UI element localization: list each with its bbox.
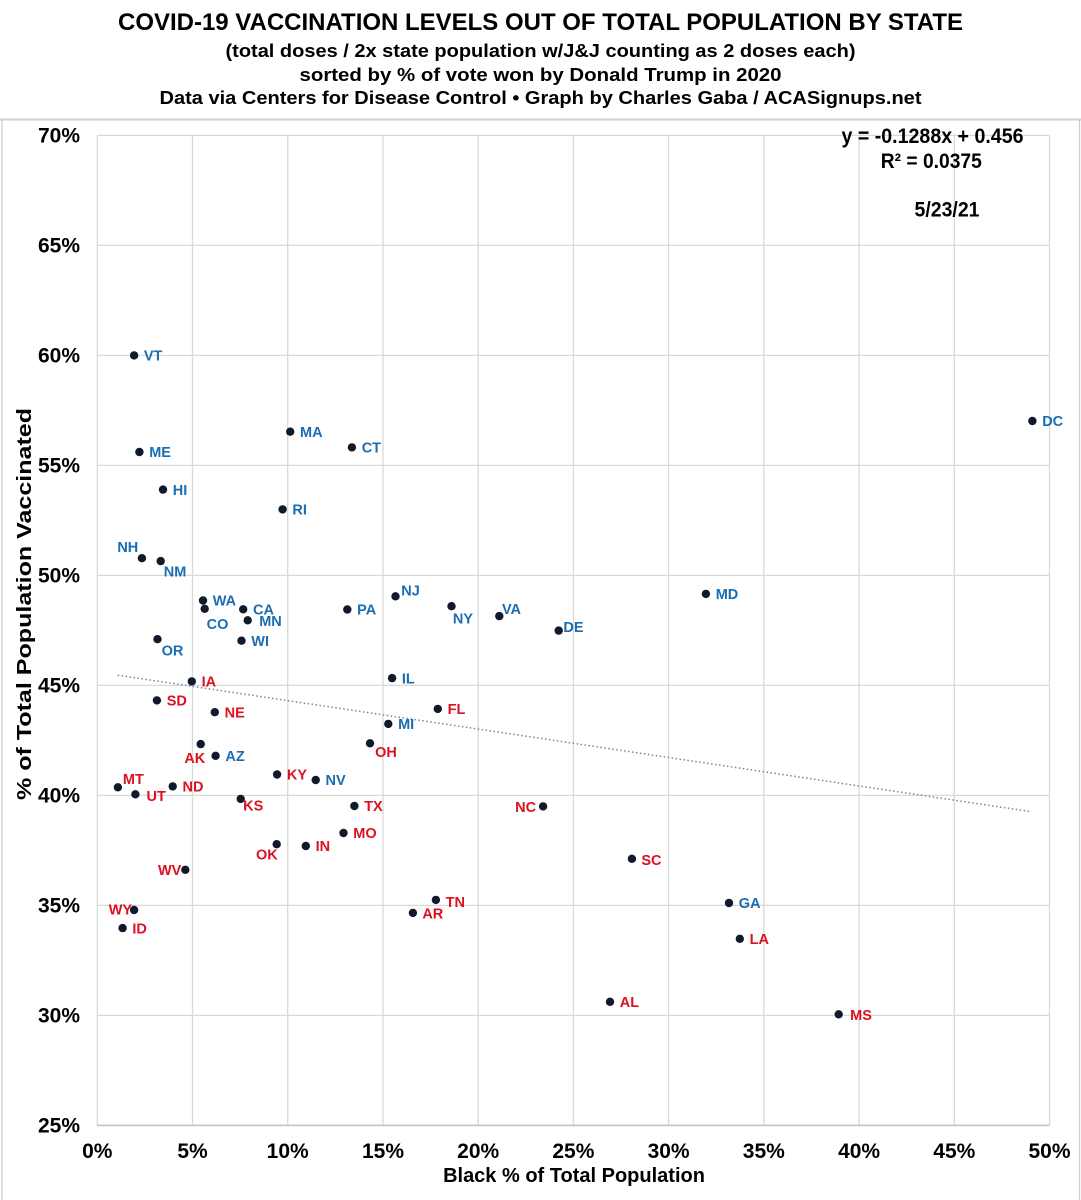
svg-text:NC: NC bbox=[515, 800, 536, 816]
svg-text:30%: 30% bbox=[648, 1140, 690, 1163]
svg-text:OH: OH bbox=[375, 745, 397, 761]
svg-text:NJ: NJ bbox=[401, 584, 420, 600]
svg-text:MT: MT bbox=[123, 772, 144, 788]
svg-text:MA: MA bbox=[300, 425, 323, 441]
svg-text:15%: 15% bbox=[362, 1140, 404, 1163]
svg-text:40%: 40% bbox=[38, 785, 80, 808]
svg-text:NV: NV bbox=[326, 773, 346, 789]
svg-text:KY: KY bbox=[287, 768, 307, 784]
svg-text:% of Total Population Vaccinat: % of Total Population Vaccinated bbox=[14, 408, 36, 800]
svg-text:Black % of Total Population: Black % of Total Population bbox=[443, 1165, 705, 1187]
svg-text:TX: TX bbox=[364, 799, 383, 815]
svg-text:ME: ME bbox=[149, 445, 171, 461]
svg-text:KS: KS bbox=[243, 798, 263, 814]
svg-text:40%: 40% bbox=[838, 1140, 880, 1163]
svg-text:AL: AL bbox=[620, 995, 639, 1011]
svg-text:IN: IN bbox=[316, 839, 331, 855]
svg-text:GA: GA bbox=[739, 896, 761, 912]
svg-text:25%: 25% bbox=[38, 1115, 80, 1138]
svg-text:DC: DC bbox=[1042, 414, 1063, 430]
svg-text:70%: 70% bbox=[38, 125, 80, 148]
svg-text:y = -0.1288x + 0.456: y = -0.1288x + 0.456 bbox=[842, 125, 1024, 148]
svg-text:50%: 50% bbox=[1028, 1140, 1070, 1163]
svg-text:PA: PA bbox=[357, 603, 377, 619]
svg-text:25%: 25% bbox=[552, 1140, 594, 1163]
svg-text:NM: NM bbox=[164, 565, 187, 581]
svg-text:45%: 45% bbox=[38, 675, 80, 698]
svg-text:MN: MN bbox=[259, 614, 282, 630]
svg-text:(total doses / 2x state popula: (total doses / 2x state population w/J&J… bbox=[226, 40, 856, 61]
svg-text:MS: MS bbox=[850, 1008, 872, 1024]
svg-text:AR: AR bbox=[422, 907, 443, 923]
svg-text:AK: AK bbox=[184, 751, 205, 767]
svg-text:MO: MO bbox=[353, 826, 376, 842]
svg-text:SC: SC bbox=[641, 853, 662, 869]
svg-text:30%: 30% bbox=[38, 1005, 80, 1028]
svg-text:10%: 10% bbox=[267, 1140, 309, 1163]
svg-text:VT: VT bbox=[144, 349, 163, 365]
svg-text:5%: 5% bbox=[177, 1140, 208, 1163]
svg-text:TN: TN bbox=[446, 895, 465, 911]
svg-text:OR: OR bbox=[162, 643, 184, 659]
svg-text:50%: 50% bbox=[38, 565, 80, 588]
svg-text:WA: WA bbox=[213, 594, 237, 610]
svg-text:IL: IL bbox=[402, 671, 415, 687]
svg-text:20%: 20% bbox=[457, 1140, 499, 1163]
svg-text:MI: MI bbox=[398, 717, 414, 733]
svg-text:55%: 55% bbox=[38, 455, 80, 478]
svg-text:35%: 35% bbox=[743, 1140, 785, 1163]
svg-text:IA: IA bbox=[202, 675, 217, 691]
svg-text:sorted by % of vote won by Don: sorted by % of vote won by Donald Trump … bbox=[300, 64, 782, 85]
svg-text:NY: NY bbox=[453, 612, 473, 628]
svg-text:CA: CA bbox=[253, 603, 274, 619]
svg-text:MD: MD bbox=[716, 587, 739, 603]
svg-text:COVID-19 VACCINATION LEVELS OU: COVID-19 VACCINATION LEVELS OUT OF TOTAL… bbox=[118, 9, 963, 36]
svg-text:65%: 65% bbox=[38, 235, 80, 258]
svg-text:RI: RI bbox=[292, 503, 307, 519]
svg-text:VA: VA bbox=[502, 602, 522, 618]
svg-text:AZ: AZ bbox=[225, 749, 244, 765]
svg-text:CO: CO bbox=[207, 617, 229, 633]
svg-text:SD: SD bbox=[167, 694, 187, 710]
svg-text:ID: ID bbox=[132, 921, 147, 937]
svg-text:60%: 60% bbox=[38, 345, 80, 368]
svg-text:ND: ND bbox=[183, 780, 204, 796]
svg-text:WI: WI bbox=[251, 634, 269, 650]
svg-text:NE: NE bbox=[225, 705, 245, 721]
svg-text:FL: FL bbox=[448, 702, 466, 718]
svg-text:R² = 0.0375: R² = 0.0375 bbox=[881, 150, 982, 173]
svg-text:HI: HI bbox=[173, 483, 188, 499]
svg-text:35%: 35% bbox=[38, 895, 80, 918]
svg-text:5/23/21: 5/23/21 bbox=[915, 199, 980, 222]
svg-text:WV: WV bbox=[158, 863, 182, 879]
svg-text:0%: 0% bbox=[82, 1140, 113, 1163]
svg-text:45%: 45% bbox=[933, 1140, 975, 1163]
svg-text:DE: DE bbox=[563, 620, 583, 636]
svg-text:UT: UT bbox=[147, 789, 166, 805]
svg-text:LA: LA bbox=[750, 932, 770, 948]
svg-text:OK: OK bbox=[256, 848, 278, 864]
svg-text:Data via Centers for Disease C: Data via Centers for Disease Control • G… bbox=[160, 87, 922, 108]
svg-text:WY: WY bbox=[109, 903, 133, 919]
svg-text:NH: NH bbox=[117, 540, 138, 556]
svg-text:CT: CT bbox=[362, 441, 381, 457]
